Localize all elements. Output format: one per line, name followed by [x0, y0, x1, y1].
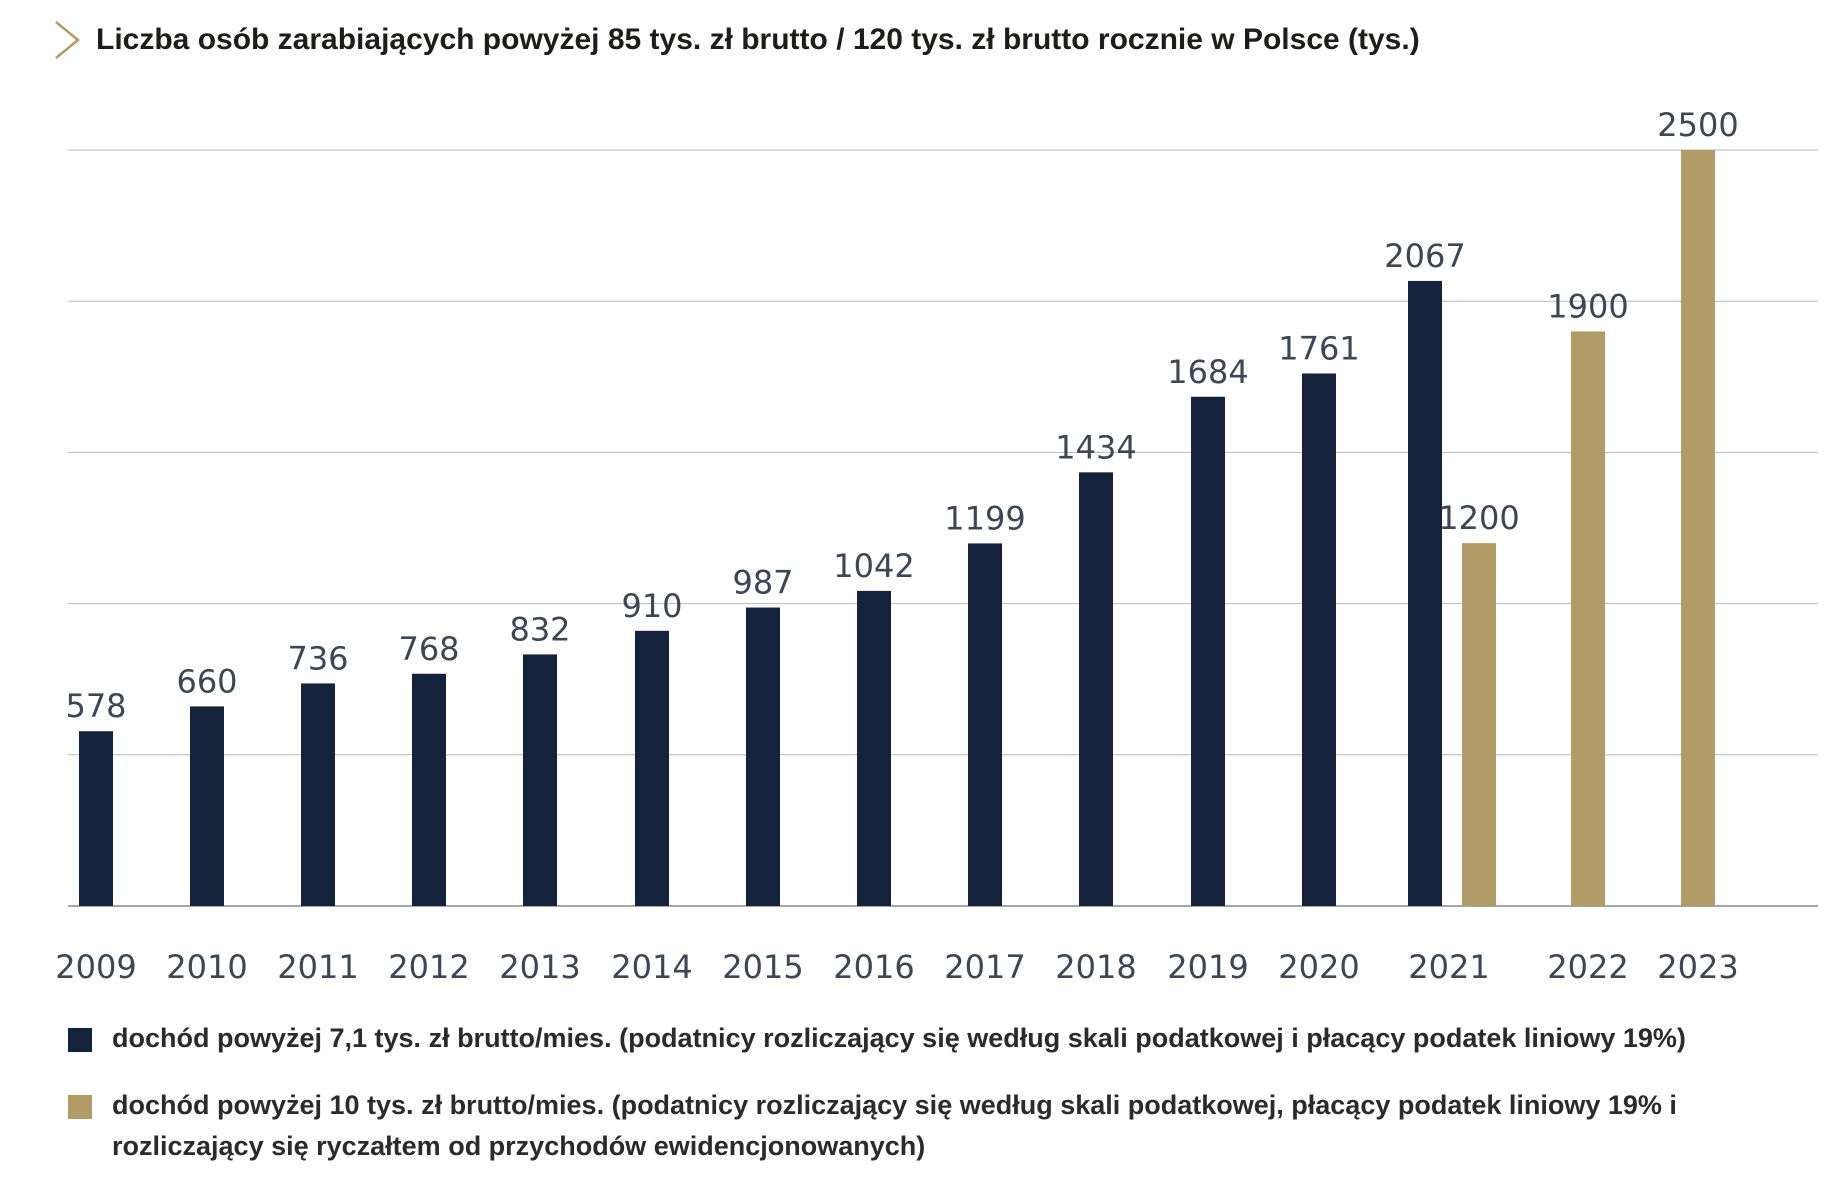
x-tick-label: 2009 — [55, 948, 136, 986]
x-tick-label: 2016 — [833, 948, 914, 986]
x-tick-label: 2011 — [277, 948, 358, 986]
data-label: 736 — [287, 639, 348, 677]
x-tick-label: 2020 — [1278, 948, 1359, 986]
x-tick-label: 2015 — [722, 948, 803, 986]
bar-series2 — [1681, 150, 1715, 906]
bar-series1 — [79, 731, 113, 906]
data-label: 2067 — [1384, 237, 1465, 275]
x-tick-label: 2014 — [611, 948, 692, 986]
bar-series1 — [968, 543, 1002, 906]
data-label: 832 — [509, 610, 570, 648]
legend-item-navy: dochód powyżej 7,1 tys. zł brutto/mies. … — [68, 1018, 1788, 1059]
chevron-right-icon — [55, 21, 80, 59]
data-label: 578 — [65, 687, 126, 725]
data-label: 910 — [621, 587, 682, 625]
legend-item-gold: dochód powyżej 10 tys. zł brutto/mies. (… — [68, 1085, 1788, 1167]
bar-series1 — [1302, 373, 1336, 906]
x-tick-label: 2022 — [1547, 948, 1628, 986]
bar-series2 — [1571, 331, 1605, 906]
data-label: 1434 — [1055, 428, 1136, 466]
bar-series1 — [1079, 472, 1113, 906]
data-label: 1761 — [1278, 329, 1359, 367]
bar-series1 — [190, 706, 224, 906]
data-label: 1684 — [1167, 353, 1248, 391]
legend-label-navy: dochód powyżej 7,1 tys. zł brutto/mies. … — [112, 1023, 1686, 1053]
bar-series1 — [1408, 280, 1442, 906]
x-tick-label: 2012 — [388, 948, 469, 986]
legend-swatch-navy — [68, 1028, 92, 1052]
bar-series1 — [1191, 396, 1225, 906]
chart-title: Liczba osób zarabiających powyżej 85 tys… — [96, 23, 1420, 56]
bar-series1 — [746, 607, 780, 906]
data-label: 1900 — [1547, 287, 1628, 325]
x-tick-label: 2017 — [944, 948, 1025, 986]
legend-label-gold: dochód powyżej 10 tys. zł brutto/mies. (… — [112, 1090, 1677, 1161]
bar-series1 — [301, 683, 335, 906]
data-label: 987 — [732, 564, 793, 602]
data-label: 1200 — [1438, 499, 1519, 537]
x-tick-label: 2013 — [499, 948, 580, 986]
legend-swatch-gold — [68, 1095, 92, 1119]
bar-series1 — [523, 654, 557, 906]
x-tick-label: 2010 — [166, 948, 247, 986]
data-label: 1199 — [944, 499, 1025, 537]
bar-series2 — [1462, 543, 1496, 906]
x-tick-label: 2023 — [1657, 948, 1738, 986]
bar-series1 — [857, 590, 891, 906]
bar-series1 — [635, 630, 669, 906]
x-tick-label: 2021 — [1408, 948, 1489, 986]
chart-header: Liczba osób zarabiających powyżej 85 tys… — [52, 16, 1420, 64]
data-label: 768 — [398, 630, 459, 668]
data-label: 1042 — [833, 547, 914, 585]
x-tick-label: 2019 — [1167, 948, 1248, 986]
x-tick-label: 2018 — [1055, 948, 1136, 986]
data-label: 2500 — [1657, 106, 1738, 144]
bar-series1 — [412, 673, 446, 906]
bar-chart: 2009 578 2010 660 2011 736 2012 768 2013 832 2014 9… — [55, 106, 1818, 986]
data-label: 660 — [176, 662, 237, 700]
chart-legend: dochód powyżej 7,1 tys. zł brutto/mies. … — [68, 1018, 1788, 1193]
